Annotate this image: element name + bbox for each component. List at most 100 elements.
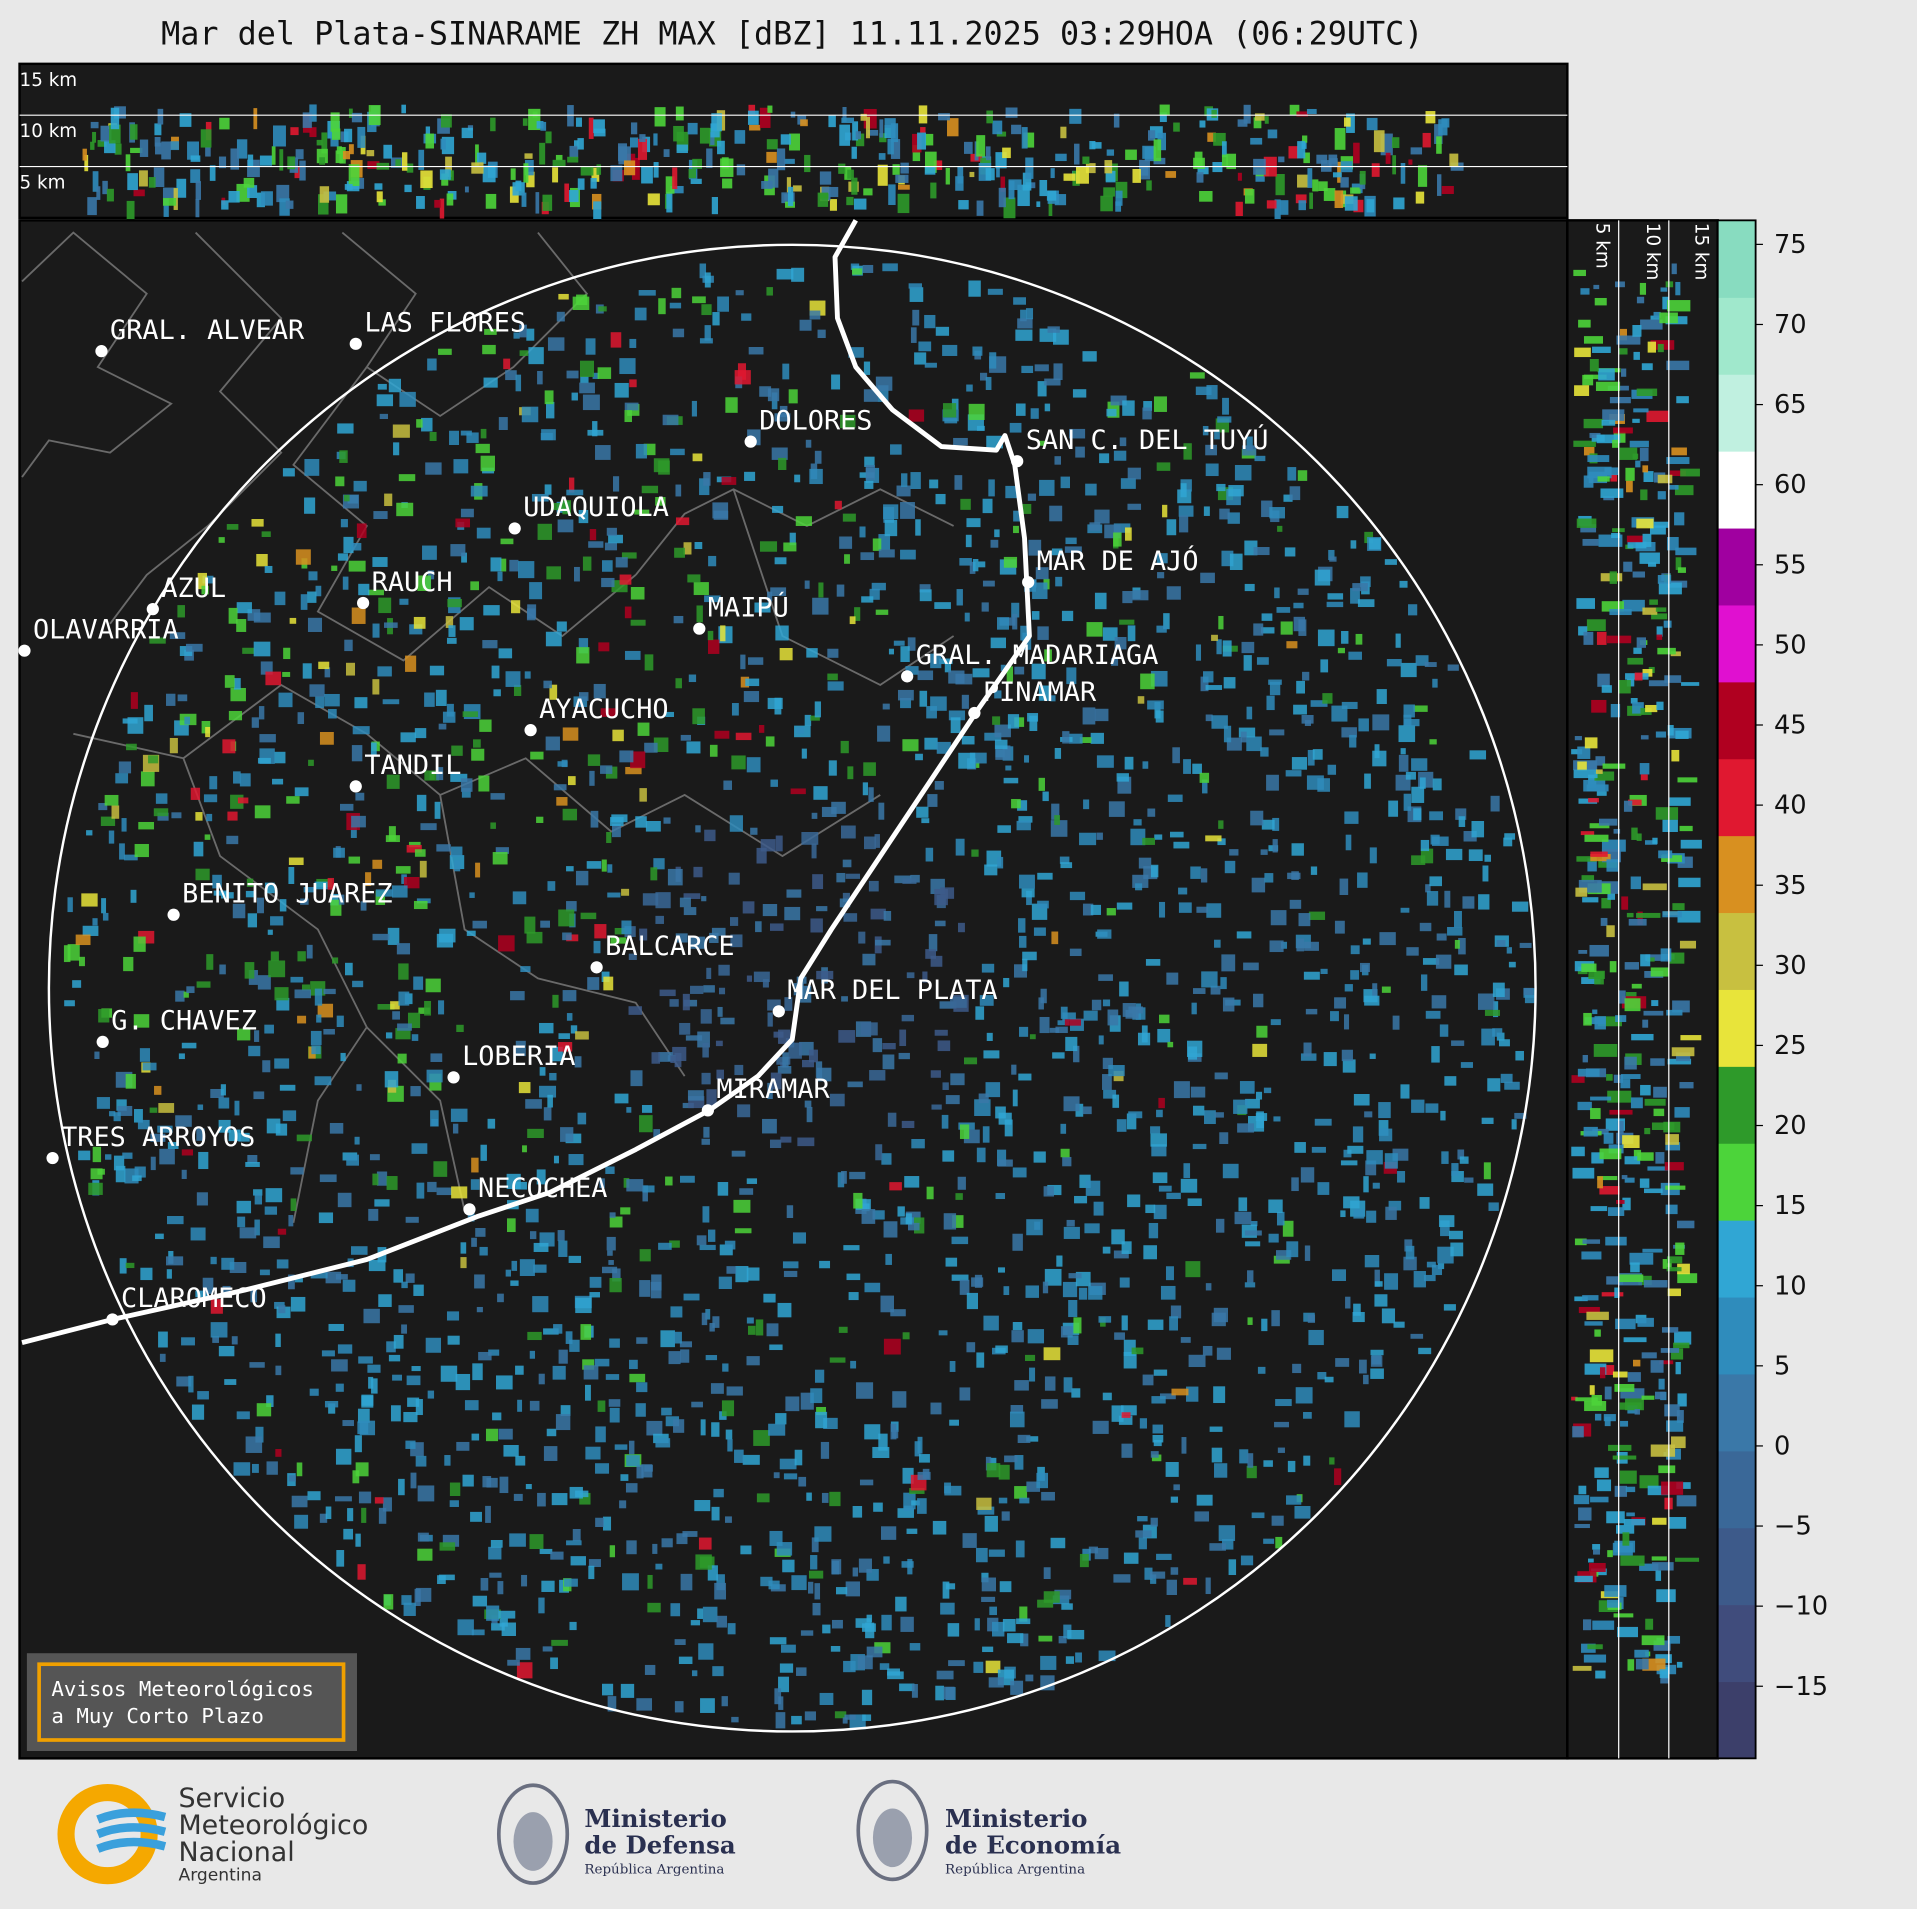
echo [862, 953, 876, 966]
echo [1677, 856, 1693, 868]
echo [1221, 1539, 1234, 1550]
echo [812, 874, 824, 890]
echo [346, 181, 360, 192]
echo [655, 1563, 663, 1570]
echo [680, 734, 691, 741]
echo [122, 1152, 133, 1159]
echo [1057, 1020, 1070, 1026]
echo [440, 1365, 458, 1382]
echo [576, 647, 590, 664]
echo [393, 1269, 404, 1283]
echo [902, 1467, 914, 1484]
echo [1582, 1054, 1588, 1063]
echo [336, 146, 342, 155]
echo [1288, 146, 1299, 159]
echo [1294, 1506, 1311, 1519]
echo [429, 771, 435, 780]
echo [1236, 931, 1252, 939]
echo [1142, 407, 1152, 420]
echo [687, 1090, 704, 1101]
echo [719, 1244, 733, 1256]
echo [401, 1324, 407, 1334]
echo [1047, 1184, 1062, 1196]
echo [1244, 1282, 1256, 1288]
echo [509, 559, 519, 572]
echo [944, 663, 952, 673]
echo [331, 565, 338, 571]
echo [1573, 769, 1598, 779]
echo [782, 1052, 789, 1068]
echo [1671, 1436, 1686, 1449]
echo [1253, 623, 1264, 636]
echo [1063, 173, 1076, 181]
notice-text: Avisos Meteorológicos [51, 1677, 314, 1701]
echo [134, 843, 149, 858]
echo [495, 1375, 513, 1390]
echo [1450, 1242, 1464, 1257]
echo [382, 699, 400, 705]
echo [1619, 1470, 1637, 1484]
echo [367, 161, 380, 169]
echo [138, 821, 155, 830]
echo [562, 808, 578, 821]
echo [351, 607, 366, 624]
echo [419, 860, 427, 878]
echo [628, 953, 637, 960]
echo [1655, 1391, 1666, 1400]
echo [513, 684, 522, 696]
echo [1263, 1460, 1273, 1467]
echo [712, 502, 729, 519]
echo [1138, 1537, 1147, 1550]
city-label: G. CHAVEZ [111, 1006, 257, 1037]
echo [630, 619, 646, 626]
echo [356, 523, 367, 539]
echo [1196, 1494, 1213, 1506]
echo [1601, 601, 1624, 612]
echo [1659, 1360, 1674, 1365]
echo [1062, 1156, 1072, 1167]
echo [602, 1516, 612, 1531]
echo [449, 430, 460, 445]
echo [672, 328, 685, 338]
echo [1640, 319, 1663, 330]
echo [111, 805, 120, 819]
echo [1597, 1176, 1603, 1189]
echo [1261, 613, 1273, 621]
echo [862, 264, 874, 273]
echo [1026, 1436, 1039, 1442]
echo [1636, 518, 1654, 529]
colorbar-band [1717, 681, 1756, 760]
echo [1222, 397, 1229, 415]
echo [1135, 1530, 1152, 1538]
echo [997, 1159, 1013, 1167]
city-dot [18, 644, 31, 657]
echo [942, 1581, 950, 1599]
echo [1298, 619, 1307, 636]
echo [323, 191, 337, 201]
echo [596, 164, 602, 175]
echo [625, 766, 642, 775]
echo [1043, 1186, 1054, 1197]
echo [998, 1497, 1008, 1504]
echo [1273, 1116, 1281, 1122]
echo [953, 437, 968, 446]
echo [134, 1166, 146, 1178]
echo [930, 1070, 941, 1078]
echo [593, 940, 601, 954]
echo [350, 826, 357, 838]
echo [449, 1482, 461, 1496]
echo [847, 169, 854, 179]
echo [228, 191, 240, 203]
echo [1306, 108, 1317, 114]
echo [862, 1203, 870, 1212]
echo [607, 864, 613, 873]
echo [1123, 1552, 1139, 1564]
echo [1400, 907, 1410, 913]
echo [1303, 971, 1320, 980]
echo [1411, 758, 1428, 771]
echo [869, 1070, 886, 1081]
echo [675, 106, 684, 121]
echo [290, 127, 299, 136]
echo [445, 616, 454, 628]
echo [789, 532, 796, 546]
